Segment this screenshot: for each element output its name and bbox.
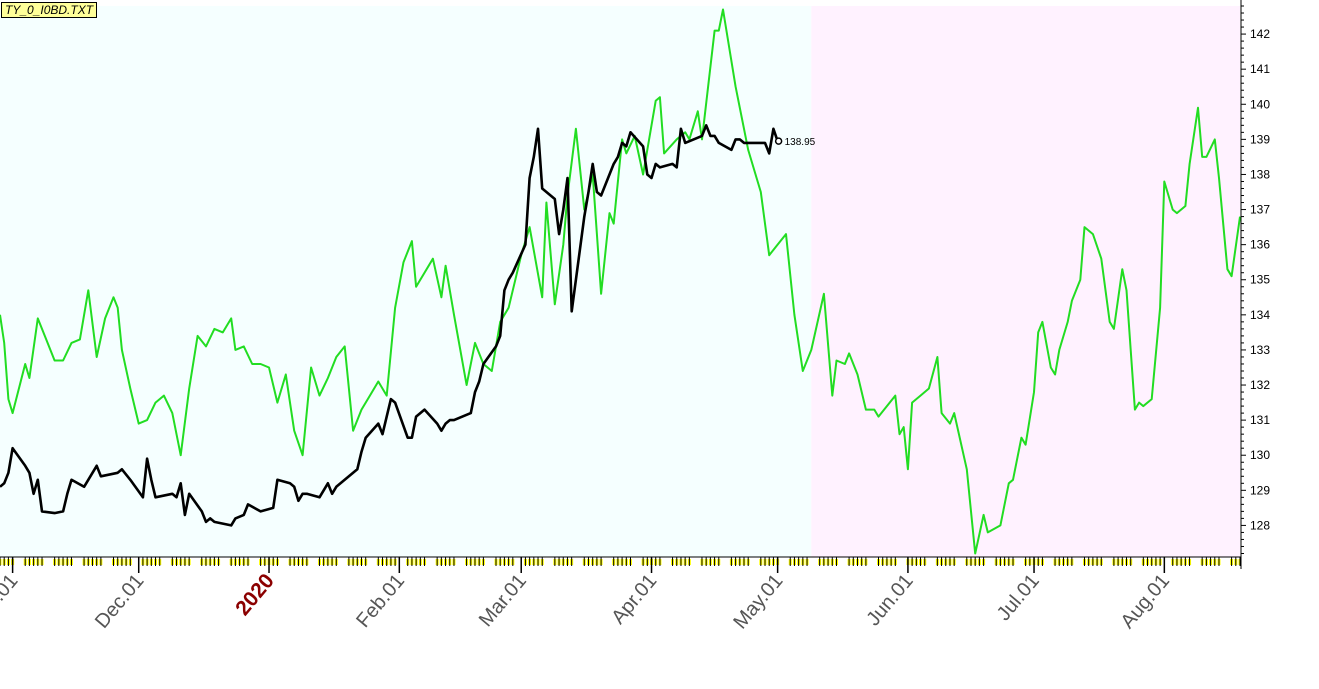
x-month-label: May.01 [729, 570, 787, 633]
x-day-marker [0, 559, 2, 565]
y-tick-label: 137 [1250, 203, 1270, 217]
forecast-line [0, 8, 1241, 555]
y-tick-label: 128 [1250, 518, 1270, 532]
x-month-label: Jun.01 [862, 570, 917, 630]
last-price-label: 138.95 [785, 137, 816, 148]
y-tick-label: 131 [1250, 413, 1270, 427]
price-line [0, 124, 779, 527]
y-tick-label: 136 [1250, 238, 1270, 252]
forecast-background [811, 6, 1240, 557]
x-month-label: Mar.01 [475, 570, 531, 631]
y-tick-label: 134 [1250, 308, 1270, 322]
y-tick-label: 140 [1250, 97, 1270, 111]
x-month-label: Aug.01 [1117, 570, 1175, 633]
y-tick-label: 138 [1250, 167, 1270, 181]
y-tick-label: 141 [1250, 62, 1270, 76]
y-tick-label: 139 [1250, 132, 1270, 146]
y-tick-label: 142 [1250, 27, 1270, 41]
x-month-label: Jul.01 [993, 570, 1044, 625]
history-background [0, 6, 812, 557]
x-year-label: 2020 [231, 569, 279, 620]
annotation-layer: 138.95 [774, 137, 816, 148]
y-axis: 128 129 130 131 132 133 134 135 136 137 138 139 140 1… [1240, 0, 1270, 569]
y-tick-label: 130 [1250, 448, 1270, 462]
y-tick-label: 132 [1250, 378, 1270, 392]
chart-title: TY_0_I0BD.TXT [1, 2, 98, 18]
series-layer [0, 8, 1241, 555]
y-tick-label: 135 [1250, 273, 1270, 287]
x-month-label: Dec.01 [91, 570, 149, 633]
y-tick-label: 133 [1250, 343, 1270, 357]
last-price-marker [774, 137, 783, 145]
x-month-label: Feb.01 [352, 570, 409, 632]
x-month-label: Apr.01 [607, 570, 661, 628]
x-axis: Nov.01 Dec.01 2020 Feb.01 Mar.01 Apr.01 May.01… [0, 556, 1242, 633]
x-month-label: Nov.01 [0, 570, 22, 632]
y-tick-label: 129 [1250, 483, 1270, 497]
